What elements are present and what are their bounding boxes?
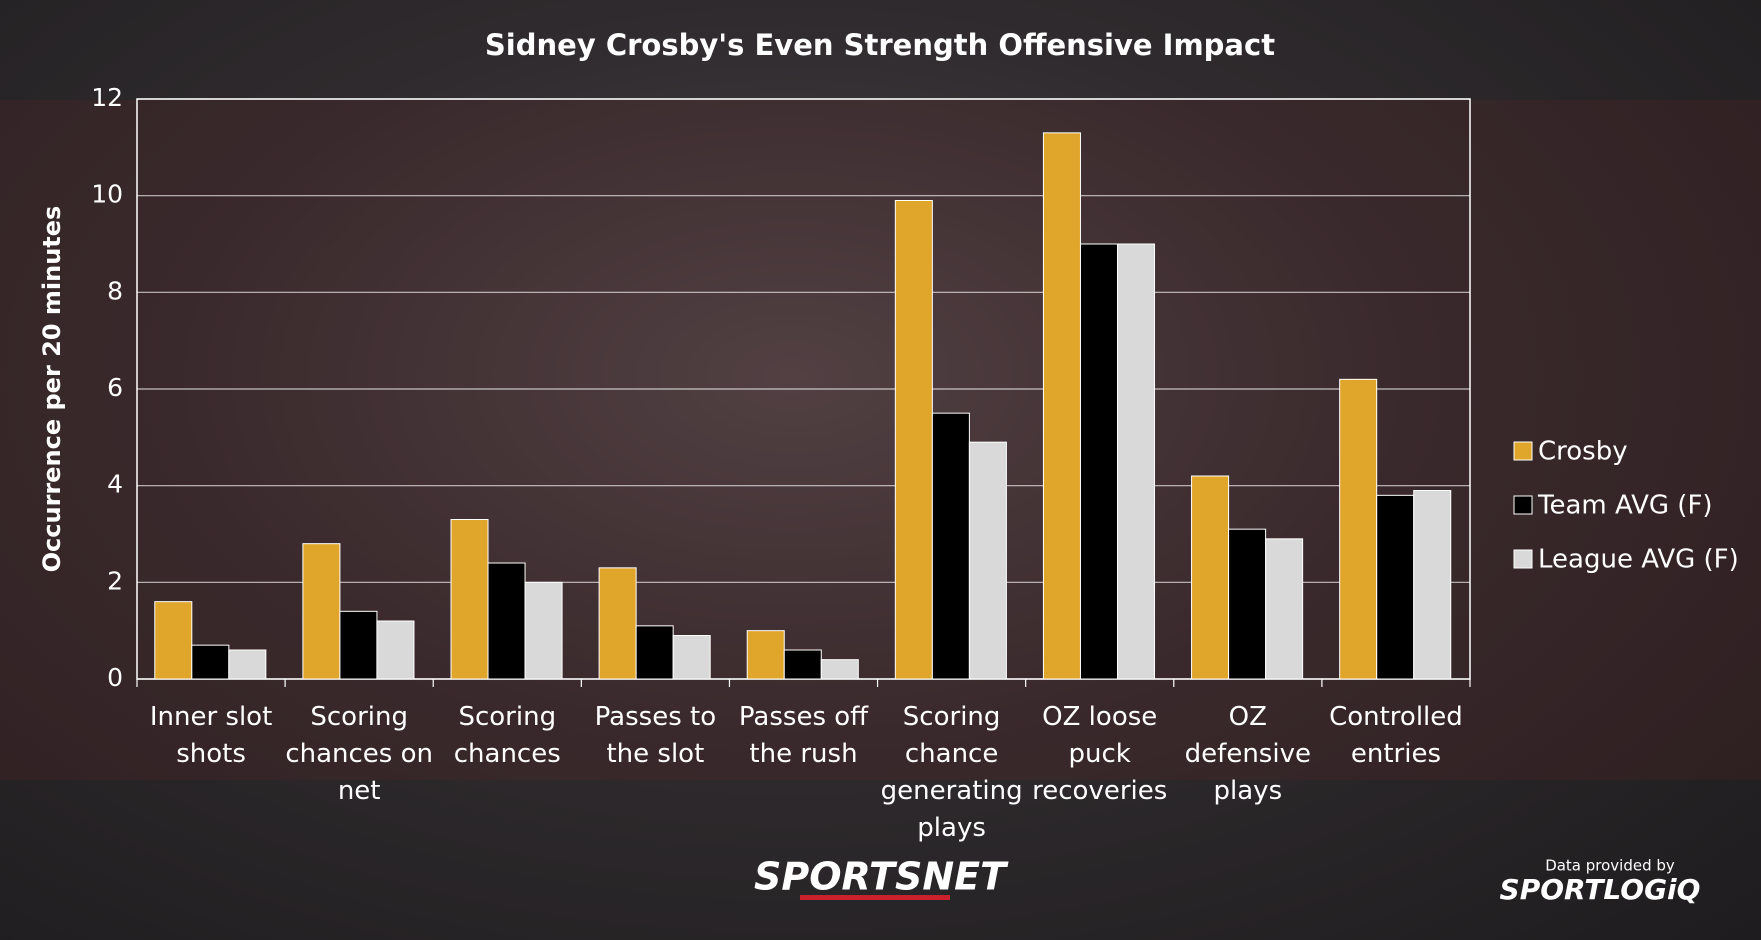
bar [1228, 528, 1267, 680]
bar [1265, 538, 1304, 680]
bar [302, 543, 341, 680]
y-tick-label: 6 [107, 373, 123, 402]
bar [450, 519, 489, 680]
bar [598, 567, 637, 680]
x-tick-label: Passes to the slot [594, 702, 717, 769]
bar [191, 644, 230, 680]
bar [746, 630, 785, 680]
bar [487, 562, 526, 680]
legend-swatch [1513, 549, 1533, 569]
bar [931, 412, 970, 680]
legend-swatch [1513, 495, 1533, 515]
bar [1339, 378, 1378, 680]
bar [783, 649, 822, 680]
bar [894, 200, 933, 680]
bar [154, 601, 193, 680]
bar [635, 625, 674, 680]
bar [672, 635, 711, 680]
bar [1376, 494, 1415, 680]
x-tick-label: Controlled entries [1329, 702, 1463, 769]
logo-underline [800, 895, 950, 900]
legend-label: Team AVG (F) [1537, 491, 1713, 521]
y-tick-label: 10 [91, 180, 123, 209]
bar [1042, 132, 1081, 680]
x-tick-label: Scoring chance generating plays [880, 702, 1023, 843]
y-tick-label: 4 [107, 470, 123, 499]
legend-label: League AVG (F) [1538, 545, 1739, 575]
chart-title: Sidney Crosby's Even Strength Offensive … [485, 28, 1275, 62]
source-logo: SPORTLOGiQ [1500, 873, 1701, 906]
background-band [0, 100, 1761, 780]
bar [524, 581, 563, 680]
bar [376, 620, 415, 680]
y-tick-label: 8 [107, 276, 123, 305]
bar [1191, 475, 1230, 680]
logo: SPORTSNET [754, 855, 1009, 899]
y-tick-label: 0 [107, 663, 123, 692]
x-tick-label: Scoring chances on net [285, 702, 433, 806]
bar [228, 649, 267, 680]
bar [1079, 243, 1118, 680]
y-axis-label: Occurrence per 20 minutes [38, 206, 66, 573]
bar [1413, 490, 1452, 680]
x-tick-label: Passes off the rush [738, 702, 869, 769]
legend-label: Crosby [1538, 437, 1628, 467]
legend-swatch [1513, 441, 1533, 461]
x-tick-label: Inner slot shots [149, 702, 273, 769]
x-tick-label: OZ defensive plays [1184, 702, 1311, 806]
bar [968, 441, 1007, 680]
y-tick-label: 12 [91, 83, 123, 112]
bar [1116, 243, 1156, 680]
x-tick-label: Scoring chances [453, 702, 561, 769]
bar [339, 610, 378, 680]
bar [820, 659, 859, 680]
x-tick-label: OZ loose puck recoveries [1032, 702, 1168, 806]
credit-text: Data provided by [1545, 857, 1675, 875]
y-tick-label: 2 [107, 566, 123, 595]
